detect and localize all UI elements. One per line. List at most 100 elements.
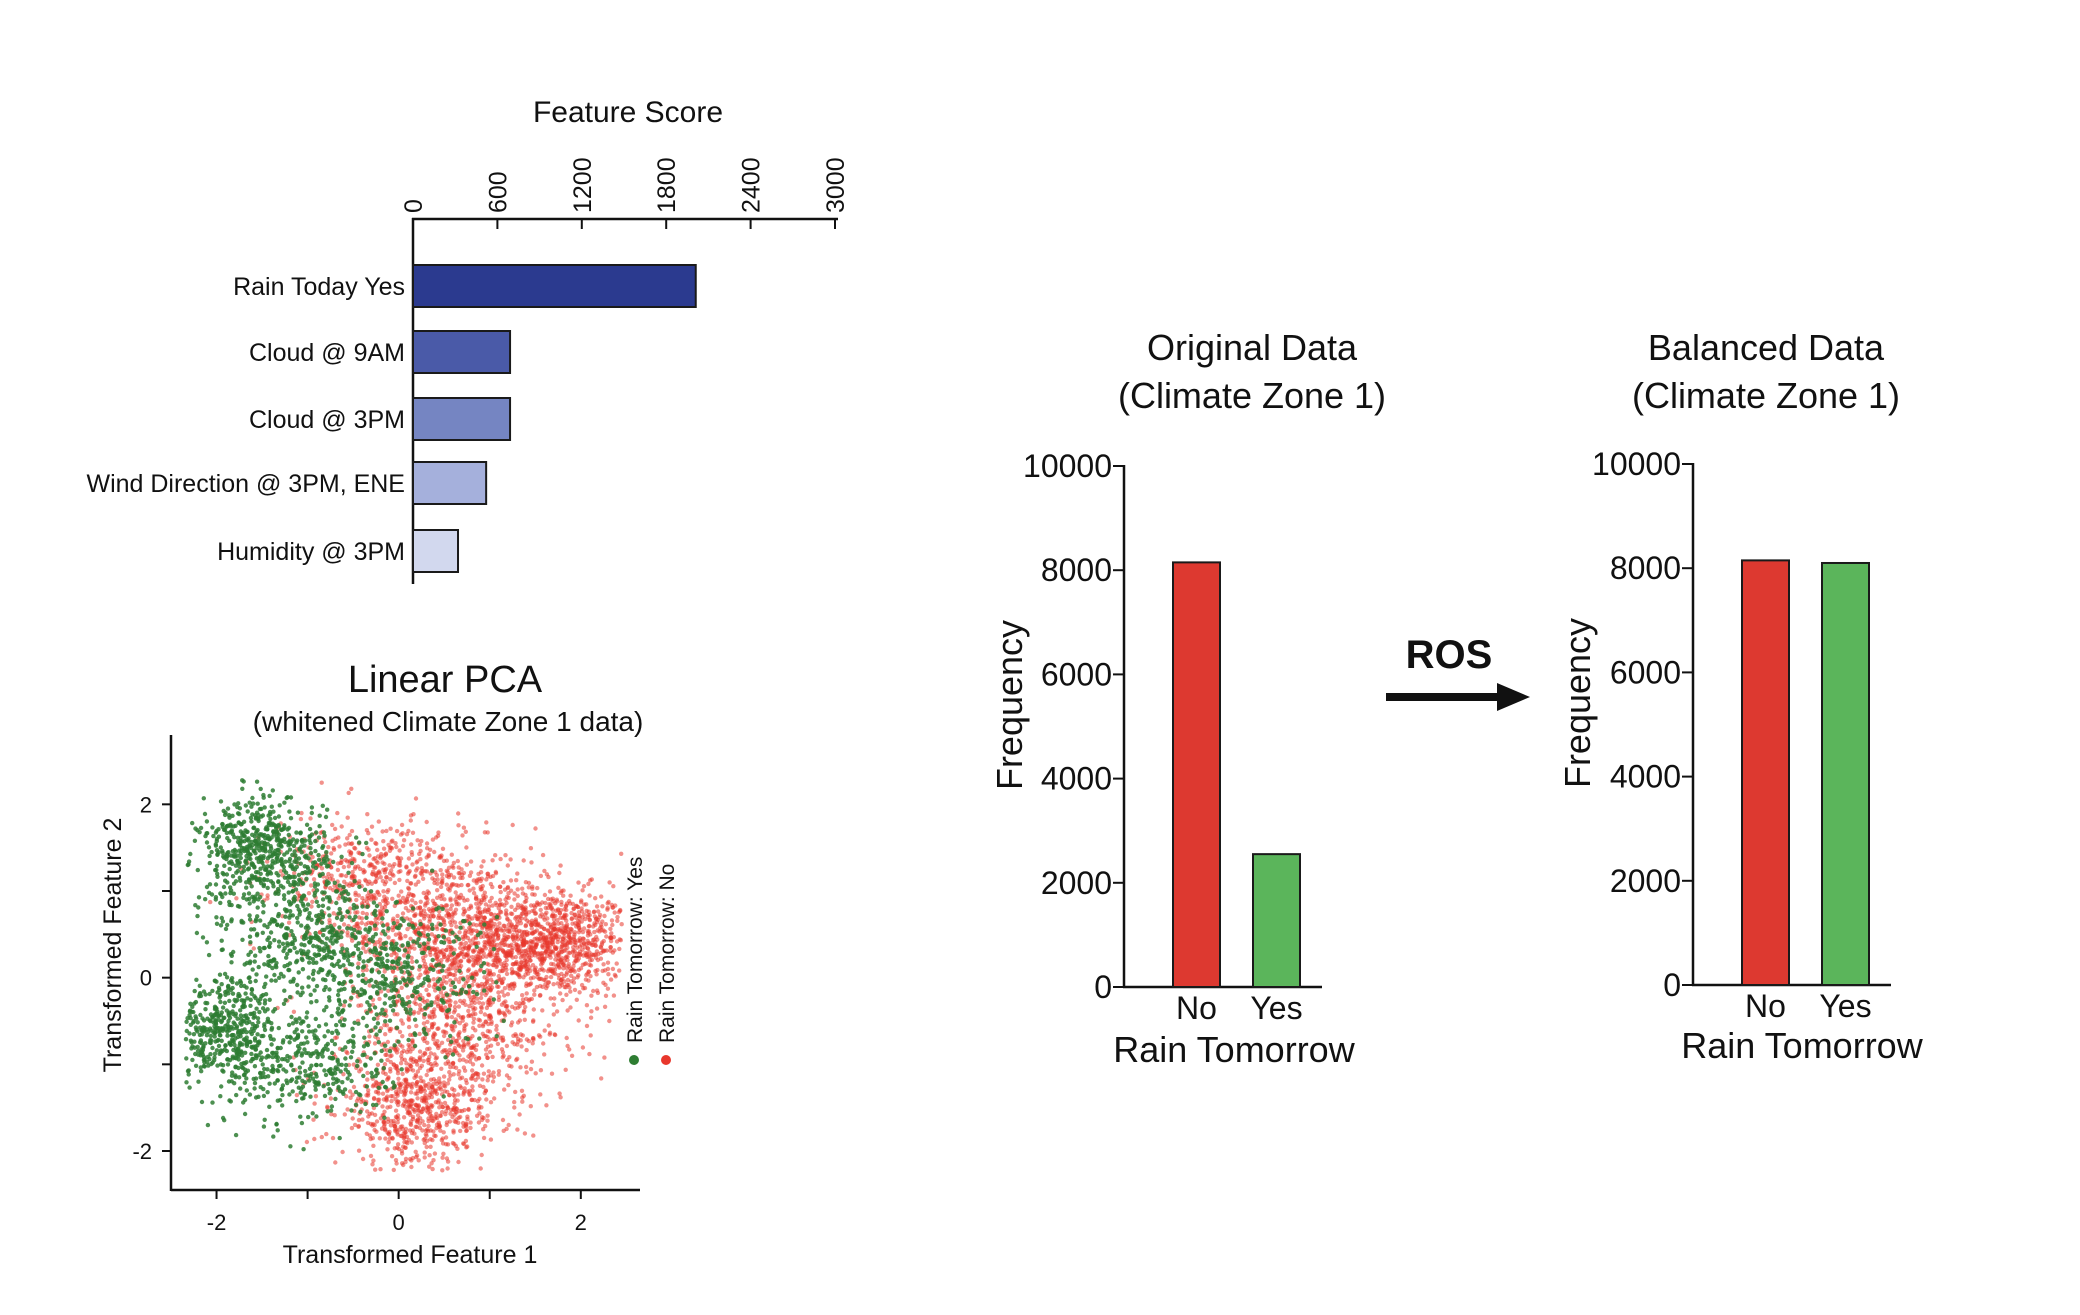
pca-point: [454, 1117, 458, 1121]
pca-point: [362, 1053, 366, 1057]
pca-point: [399, 889, 403, 893]
pca-point: [475, 1114, 479, 1118]
pca-point: [256, 1053, 260, 1057]
pca-point: [343, 1056, 347, 1060]
pca-point: [483, 1124, 487, 1128]
pca-point: [559, 921, 563, 925]
pca-point: [306, 1115, 310, 1119]
pca-point: [364, 922, 368, 926]
pca-point: [356, 1004, 360, 1008]
pca-point: [329, 1096, 333, 1100]
pca-point: [369, 1122, 373, 1126]
pca-point: [259, 860, 263, 864]
pca-point: [431, 1158, 435, 1162]
pca-point: [440, 1156, 444, 1160]
pca-point: [358, 1110, 362, 1114]
pca-point: [234, 1050, 238, 1054]
pca-point: [373, 1168, 377, 1172]
pca-point: [488, 951, 492, 955]
pca-point: [521, 1001, 525, 1005]
pca-point: [441, 847, 445, 851]
pca-point: [370, 1162, 374, 1166]
pca-point: [261, 813, 265, 817]
pca-point: [190, 821, 194, 825]
pca-point: [425, 1145, 429, 1149]
pca-point: [338, 1136, 342, 1140]
pca-point: [229, 1025, 233, 1029]
pca-point: [430, 1015, 434, 1019]
pca-point: [335, 811, 339, 815]
pca-point: [341, 1092, 345, 1096]
pca-point: [228, 823, 232, 827]
pca-point: [220, 982, 224, 986]
pca-point: [324, 1073, 328, 1077]
pca-point: [377, 819, 381, 823]
pca-point: [357, 1092, 361, 1096]
pca-point: [584, 902, 588, 906]
pca-point: [506, 1083, 510, 1087]
pca-point: [522, 1094, 526, 1098]
pca-point: [552, 996, 556, 1000]
pca-point: [560, 998, 564, 1002]
pca-point: [486, 908, 490, 912]
pca-point: [310, 811, 314, 815]
pca-point: [429, 1062, 433, 1066]
pca-point: [445, 975, 449, 979]
pca-point: [282, 868, 286, 872]
pca-point: [352, 1085, 356, 1089]
pca-point: [407, 1018, 411, 1022]
pca-point: [382, 1116, 386, 1120]
pca-point: [591, 989, 595, 993]
pca-point: [476, 1099, 480, 1103]
pca-point: [333, 827, 337, 831]
pca-point: [290, 853, 294, 857]
pca-point: [456, 1013, 460, 1017]
pca-point: [254, 870, 258, 874]
pca-point: [608, 927, 612, 931]
pca-point: [509, 1023, 513, 1027]
pca-point: [368, 862, 372, 866]
pca-point: [278, 1098, 282, 1102]
pca-point: [244, 861, 248, 865]
pca-point: [277, 976, 281, 980]
pca-point: [474, 970, 478, 974]
pca-point: [495, 963, 499, 967]
pca-point: [223, 1043, 227, 1047]
pca-point: [209, 1034, 213, 1038]
pca-point: [401, 1021, 405, 1025]
pca-point: [512, 1100, 516, 1104]
pca-point: [448, 1048, 452, 1052]
pca-point: [532, 930, 536, 934]
pca-point: [380, 860, 384, 864]
pca-point: [612, 993, 616, 997]
pca-point: [426, 1124, 430, 1128]
pca-point: [539, 908, 543, 912]
pca-point: [273, 816, 277, 820]
pca-point: [453, 920, 457, 924]
pca-point: [465, 863, 469, 867]
pca-point: [297, 856, 301, 860]
pca-point: [438, 1124, 442, 1128]
pca-point: [563, 943, 567, 947]
pca-point: [291, 1089, 295, 1093]
pca-point: [208, 900, 212, 904]
pca-point: [470, 1074, 474, 1078]
pca-point: [546, 921, 550, 925]
pca-point: [429, 963, 433, 967]
pca-point: [607, 880, 611, 884]
pca-point: [381, 868, 385, 872]
pca-point: [424, 862, 428, 866]
pca-point: [593, 943, 597, 947]
pca-point: [276, 1069, 280, 1073]
pca-point: [359, 1100, 363, 1104]
pca-point: [203, 897, 207, 901]
pca-point: [390, 925, 394, 929]
pca-point: [525, 991, 529, 995]
pca-point: [376, 870, 380, 874]
pca-point: [216, 1029, 220, 1033]
pca-point: [242, 779, 246, 783]
pca-title: Linear PCA: [348, 659, 543, 701]
pca-point: [221, 1116, 225, 1120]
pca-point: [300, 840, 304, 844]
pca-point: [317, 1024, 321, 1028]
